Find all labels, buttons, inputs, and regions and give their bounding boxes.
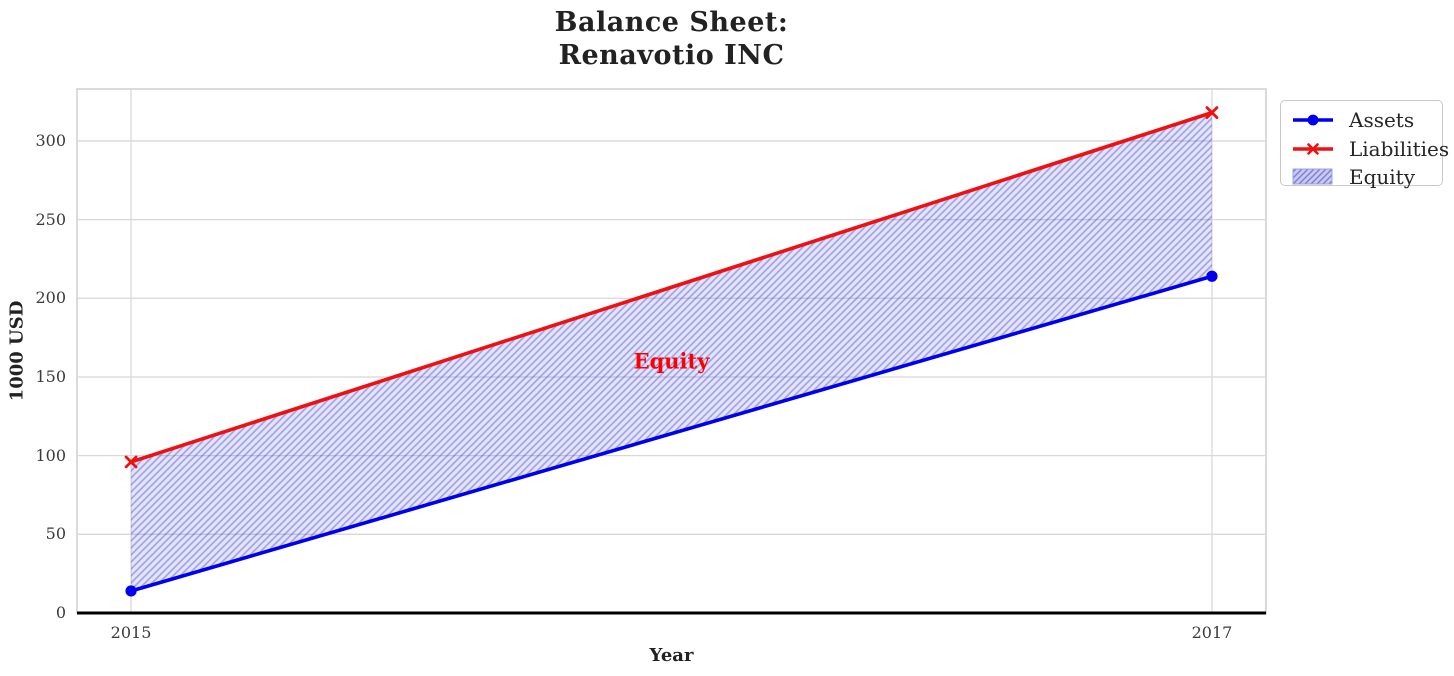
y-tick-label: 200 xyxy=(35,288,66,308)
y-tick-label: 0 xyxy=(55,603,66,622)
y-tick-label: 100 xyxy=(35,445,66,465)
y-tick-label: 150 xyxy=(35,366,66,386)
y-tick-label: 250 xyxy=(35,209,66,229)
chart-title-line2: Renavotio INC xyxy=(558,40,785,71)
assets-marker xyxy=(125,585,137,597)
assets-marker xyxy=(1206,270,1218,282)
legend: Assets Liabilities Equity xyxy=(1280,100,1449,187)
chart-title-line1: Balance Sheet: xyxy=(554,7,789,38)
legend-label-equity: Equity xyxy=(1349,165,1416,190)
x-axis-label: Year xyxy=(649,645,694,666)
liabilities-line-icon xyxy=(1292,139,1334,159)
chart-title: Balance Sheet: Renavotio INC xyxy=(77,6,1266,72)
legend-label-liabilities: Liabilities xyxy=(1349,136,1450,161)
legend-label-assets: Assets xyxy=(1349,108,1415,133)
equity-hatch-region xyxy=(131,112,1212,591)
y-tick-label: 50 xyxy=(45,524,66,544)
assets-line xyxy=(129,274,1214,593)
equity-annotation: Equity xyxy=(633,348,710,374)
legend-item-assets: Assets xyxy=(1292,106,1442,135)
liabilities-marker xyxy=(1205,106,1219,120)
assets-line-icon xyxy=(1292,110,1334,130)
liabilities-marker xyxy=(124,455,138,469)
zero-axis-line xyxy=(77,611,1266,615)
y-tick-label: 300 xyxy=(35,130,66,150)
legend-item-equity: Equity xyxy=(1292,163,1442,192)
equity-patch-icon xyxy=(1292,167,1334,187)
liabilities-line xyxy=(129,110,1214,464)
x-tick-label: 2017 xyxy=(1191,623,1233,642)
x-tick-label: 2015 xyxy=(110,623,152,642)
legend-item-liabilities: Liabilities xyxy=(1292,135,1449,164)
